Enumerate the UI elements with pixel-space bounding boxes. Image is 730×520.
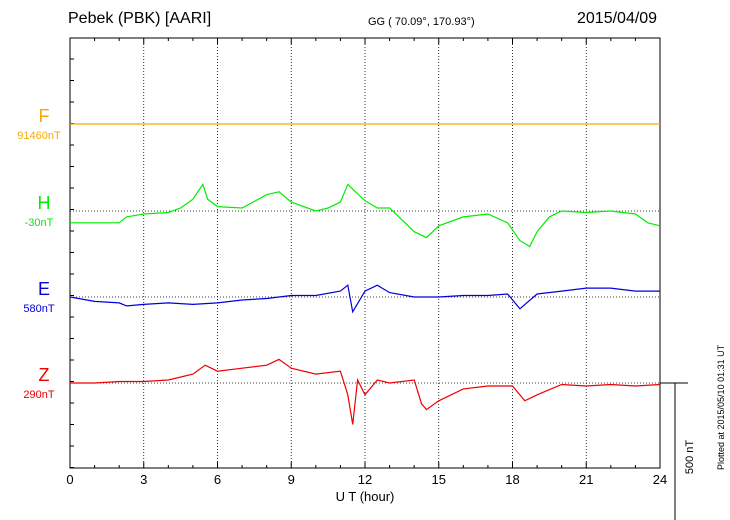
x-tick-label: 3 xyxy=(140,472,147,487)
series-line-z xyxy=(70,358,661,425)
x-tick-label: 15 xyxy=(432,472,446,487)
component-letter-e: E xyxy=(37,279,50,299)
baseline-value-f: 91460nT xyxy=(17,130,61,142)
scale-bar-label: 500 nT xyxy=(684,440,696,475)
baseline-value-z: 290nT xyxy=(23,389,55,401)
baseline-value-e: 580nT xyxy=(23,303,55,315)
x-tick-label: 9 xyxy=(288,472,295,487)
component-letter-z: Z xyxy=(38,365,50,385)
x-tick-label: 12 xyxy=(358,472,372,487)
x-tick-label: 18 xyxy=(505,472,519,487)
station-title: Pebek (PBK) [AARI] xyxy=(68,10,212,27)
date-label: 2015/04/09 xyxy=(577,10,658,27)
plotted-timestamp: Plotted at 2015/05/10 01:31 UT xyxy=(716,344,726,470)
coordinates-label: GG ( 70.09°, 170.93°) xyxy=(368,16,475,28)
component-letter-h: H xyxy=(37,193,51,213)
baseline-value-h: -30nT xyxy=(24,217,54,229)
x-axis-label: U T (hour) xyxy=(336,489,395,504)
plot-frame xyxy=(69,37,661,469)
series-line-h xyxy=(70,183,661,248)
x-tick-label: 24 xyxy=(653,472,667,487)
series-line-e xyxy=(69,284,660,314)
x-tick-label: 21 xyxy=(579,472,593,487)
x-tick-label: 0 xyxy=(66,472,73,487)
component-letter-f: F xyxy=(38,106,50,126)
x-tick-label: 6 xyxy=(214,472,221,487)
